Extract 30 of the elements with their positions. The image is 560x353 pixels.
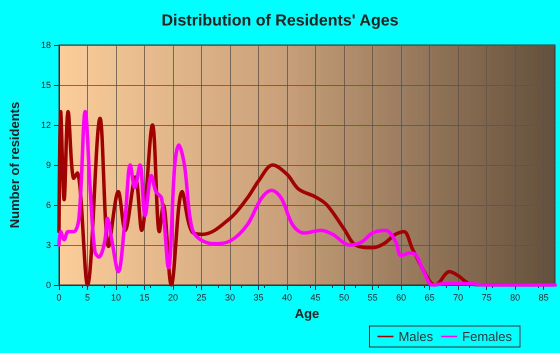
x-tick-label: 50 [339, 292, 350, 302]
x-tick-label: 45 [310, 292, 321, 302]
x-tick-label: 85 [538, 292, 549, 302]
x-tick-label: 35 [254, 292, 264, 302]
chart-title: Distribution of Residents' Ages [161, 12, 399, 30]
x-tick-label: 15 [140, 292, 150, 302]
y-tick-label: 9 [46, 160, 51, 170]
y-tick-label: 6 [46, 200, 51, 210]
x-tick-label: 10 [111, 292, 122, 302]
y-tick-label: 12 [40, 120, 51, 130]
x-tick-label: 80 [510, 292, 520, 302]
legend-label: Males [398, 329, 434, 344]
y-axis-title: Number of residents [7, 102, 22, 228]
x-axis-title: Age [294, 306, 320, 321]
x-tick-label: 60 [396, 292, 406, 302]
x-tick-label: 40 [282, 292, 292, 302]
x-tick-label: 55 [368, 292, 378, 302]
x-tick-label: 20 [168, 292, 178, 302]
legend-label: Females [462, 329, 512, 344]
x-tick-label: 75 [482, 292, 492, 302]
x-tick-label: 65 [424, 292, 435, 302]
y-tick-label: 3 [46, 240, 51, 250]
x-tick-label: 70 [453, 292, 464, 302]
x-tick-label: 0 [56, 292, 62, 302]
x-tick-label: 5 [85, 292, 90, 302]
y-tick-label: 0 [46, 280, 51, 290]
x-tick-label: 30 [225, 292, 236, 302]
x-tick-label: 25 [196, 292, 207, 302]
y-tick-label: 18 [40, 40, 51, 50]
y-tick-label: 15 [40, 80, 51, 90]
